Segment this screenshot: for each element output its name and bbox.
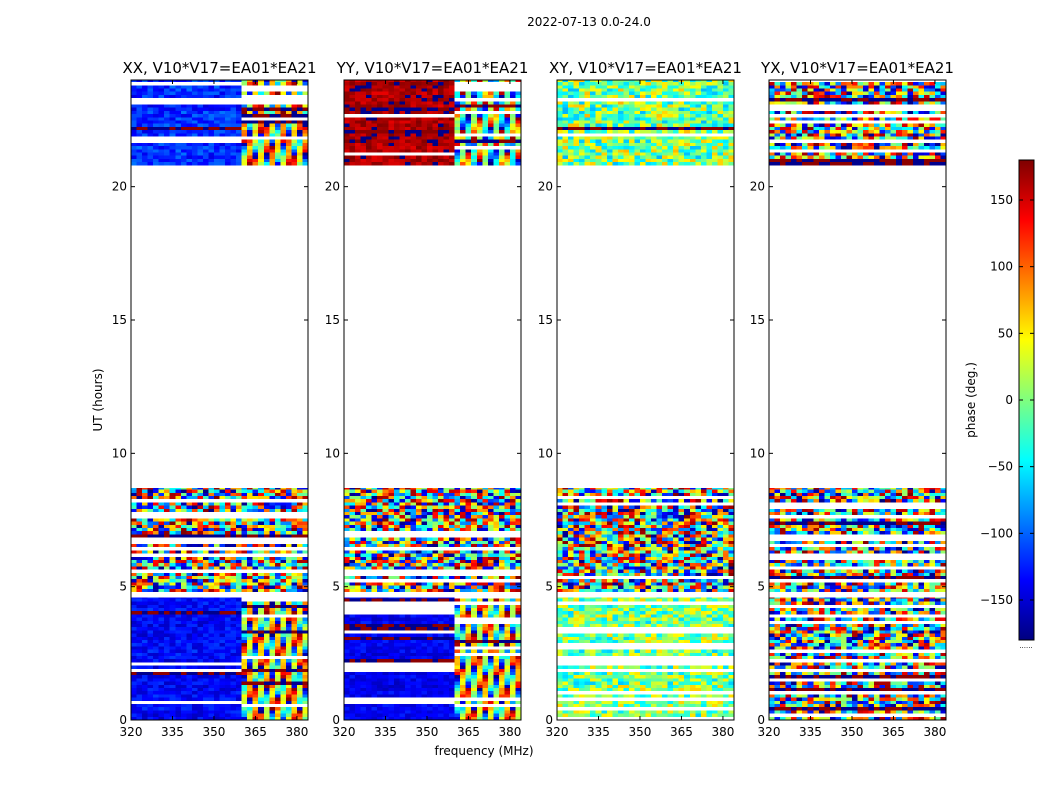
figure-suptitle: 2022-07-13 0.0-24.0 — [527, 15, 651, 29]
colorbar-tick-label: 0 — [1005, 393, 1013, 407]
x-tick-label: 365 — [457, 725, 480, 739]
x-tick-label: 350 — [841, 725, 864, 739]
x-tick-label: 320 — [758, 725, 781, 739]
y-tick-label: 20 — [112, 180, 127, 194]
y-tick-label: 20 — [538, 180, 553, 194]
panel-title: XY, V10*V17=EA01*EA21 — [549, 59, 742, 77]
heatmap-cells — [769, 82, 946, 720]
y-tick-label: 0 — [332, 713, 340, 727]
colorbar-tick-label: 100 — [990, 260, 1013, 274]
heatmap-panel: XX, V10*V17=EA01*EA21 320 335 350 365 380 0 5 10… — [112, 59, 317, 739]
heatmap-panel: XY, V10*V17=EA01*EA21 320 335 350 365 380 0 5 10… — [538, 59, 742, 739]
colorbar-tick-label: 150 — [990, 193, 1013, 207]
heatmap-cells — [131, 80, 308, 720]
panel-title: YY, V10*V17=EA01*EA21 — [336, 59, 529, 77]
panel-frame — [343, 79, 522, 721]
x-tick-label: 350 — [203, 725, 226, 739]
x-tick-label: 365 — [244, 725, 267, 739]
y-tick-label: 15 — [750, 313, 765, 327]
y-tick-label: 10 — [538, 446, 553, 460]
x-tick-label: 380 — [923, 725, 946, 739]
colorbar-tick-label: −50 — [988, 460, 1013, 474]
y-tick-label: 5 — [545, 580, 553, 594]
colorbar-tick-label: 50 — [998, 326, 1013, 340]
panel-title: XX, V10*V17=EA01*EA21 — [122, 59, 316, 77]
y-tick-label: 10 — [750, 446, 765, 460]
colorbar: −150 −100 −50 0 50 100 150 phase (deg.) ...... — [964, 159, 1035, 650]
x-tick-label: 320 — [546, 725, 569, 739]
colorbar-tick-label: −150 — [980, 593, 1013, 607]
x-tick-label: 320 — [120, 725, 143, 739]
x-tick-label: 335 — [374, 725, 397, 739]
y-tick-label: 15 — [325, 313, 340, 327]
y-tick-label: 5 — [757, 580, 765, 594]
panel-title: YX, V10*V17=EA01*EA21 — [760, 59, 954, 77]
x-tick-label: 380 — [498, 725, 521, 739]
x-tick-label: 380 — [711, 725, 734, 739]
panel-frame — [130, 79, 309, 721]
heatmap-panels: XX, V10*V17=EA01*EA21 320 335 350 365 380 0 5 10… — [112, 59, 954, 739]
heatmap-cells — [344, 80, 521, 720]
x-tick-label: 335 — [799, 725, 822, 739]
y-tick-label: 0 — [757, 713, 765, 727]
colorbar-tick-label: −100 — [980, 526, 1013, 540]
colorbar-footnote: ...... — [1019, 642, 1032, 650]
colorbar-label: phase (deg.) — [964, 362, 978, 438]
heatmap-panel: YX, V10*V17=EA01*EA21 320 335 350 365 380 0 5 10… — [750, 59, 954, 739]
y-tick-label: 20 — [750, 180, 765, 194]
x-tick-label: 335 — [587, 725, 610, 739]
heatmap-cells — [557, 80, 734, 717]
heatmap-panel: YY, V10*V17=EA01*EA21 320 335 350 365 380 0 5 10… — [325, 59, 529, 739]
y-axis-label: UT (hours) — [91, 368, 105, 431]
y-tick-label: 0 — [119, 713, 127, 727]
panel-frame — [768, 79, 947, 721]
y-tick-label: 5 — [119, 580, 127, 594]
y-tick-label: 10 — [325, 446, 340, 460]
y-tick-label: 15 — [112, 313, 127, 327]
x-tick-label: 335 — [161, 725, 184, 739]
y-tick-label: 20 — [325, 180, 340, 194]
y-tick-label: 10 — [112, 446, 127, 460]
x-tick-label: 365 — [670, 725, 693, 739]
x-tick-label: 365 — [882, 725, 905, 739]
y-tick-label: 0 — [545, 713, 553, 727]
colorbar-ticks: −150 −100 −50 0 50 100 150 — [980, 193, 1034, 607]
x-tick-label: 380 — [285, 725, 308, 739]
panel-frame — [556, 79, 735, 721]
y-tick-label: 5 — [332, 580, 340, 594]
x-tick-label: 320 — [333, 725, 356, 739]
x-tick-label: 350 — [416, 725, 439, 739]
x-axis-label: frequency (MHz) — [434, 744, 533, 758]
y-tick-label: 15 — [538, 313, 553, 327]
x-tick-label: 350 — [629, 725, 652, 739]
